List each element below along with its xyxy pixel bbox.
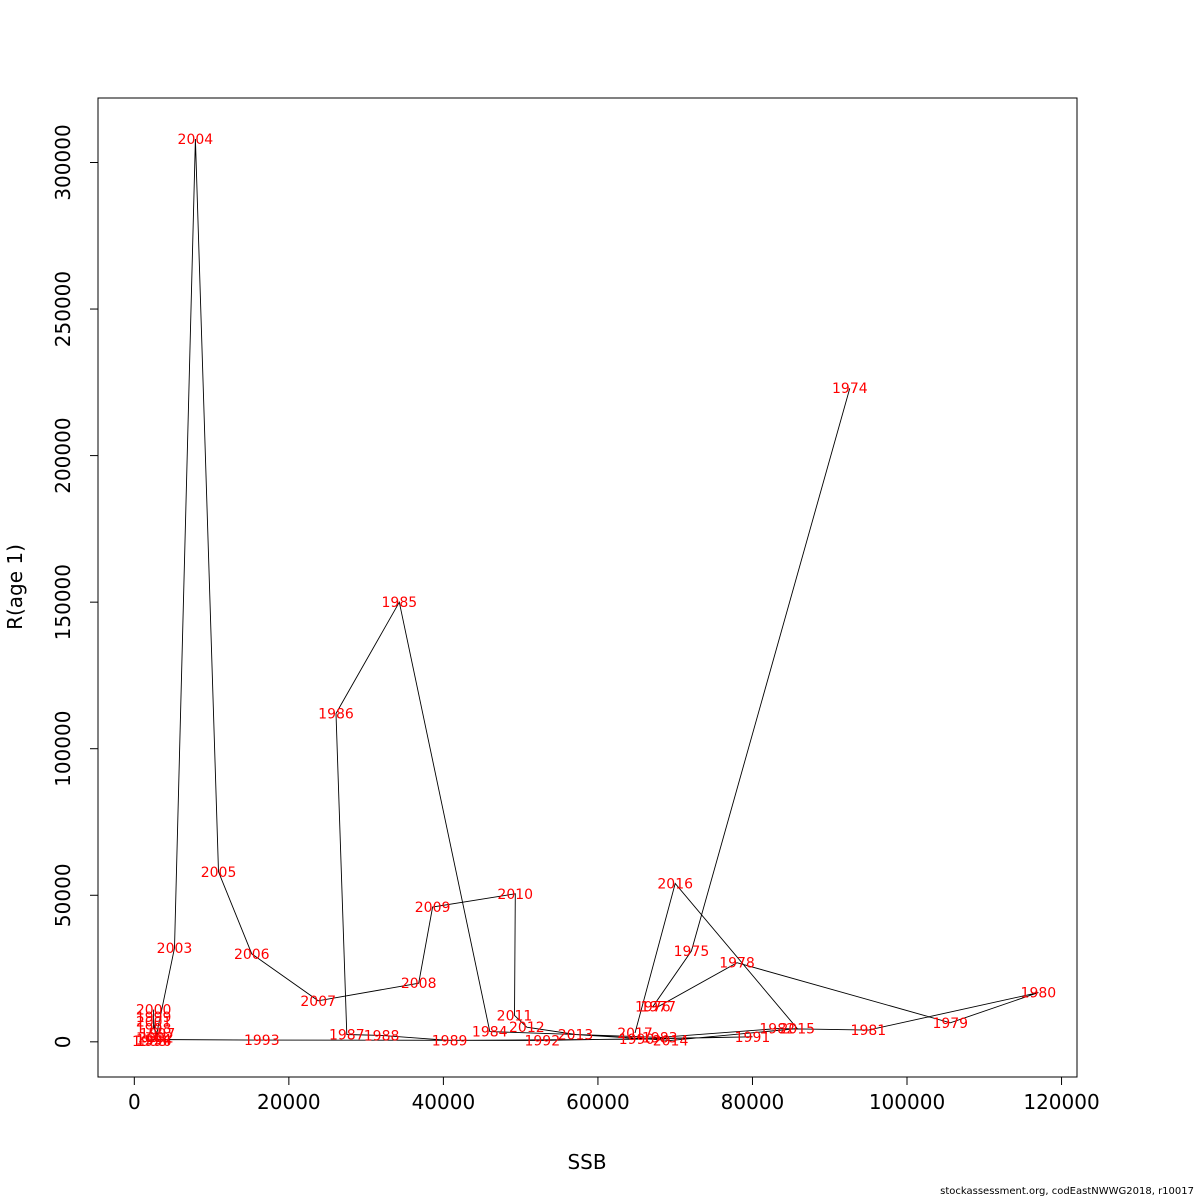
point-label-1979: 1979: [932, 1016, 968, 1032]
x-axis: 0 20000 40000 60000 80000 100000 120000: [128, 1076, 1100, 1114]
point-label-2017: 2017: [617, 1026, 653, 1042]
point-label-1982: 1982: [759, 1022, 795, 1038]
point-label-2005: 2005: [201, 865, 237, 881]
x-axis-title: SSB: [567, 1150, 606, 1174]
trajectory-line: [149, 138, 1039, 1042]
point-label-2011: 2011: [497, 1008, 533, 1024]
y-tick-label: 100000: [51, 711, 75, 787]
point-label-2006: 2006: [234, 947, 270, 963]
x-tick-label: 100000: [869, 1090, 945, 1114]
point-label-1993: 1993: [244, 1033, 280, 1049]
point-label-1997: 1997: [140, 1027, 176, 1043]
y-axis: 0 50000 100000 150000 200000 250000 300000: [51, 124, 99, 1048]
point-label-1974: 1974: [832, 381, 868, 397]
point-label-1994: 1994: [136, 1032, 172, 1048]
point-label-1978: 1978: [719, 956, 755, 972]
point-label-1980: 1980: [1021, 986, 1057, 1002]
y-tick-label: 150000: [51, 564, 75, 640]
point-label-1986: 1986: [318, 707, 354, 723]
y-tick-label: 300000: [51, 124, 75, 200]
x-tick-label: 60000: [566, 1090, 630, 1114]
x-tick-label: 40000: [412, 1090, 476, 1114]
point-label-1992: 1992: [524, 1033, 560, 1049]
point-label-2009: 2009: [415, 900, 451, 916]
point-label-2013: 2013: [558, 1027, 594, 1043]
point-label-1981: 1981: [851, 1023, 887, 1039]
footer-credit: stockassessment.org, codEastNWWG2018, r1…: [940, 1186, 1194, 1197]
point-label-1975: 1975: [674, 944, 710, 960]
point-label-1991: 1991: [735, 1030, 771, 1046]
point-label-2003: 2003: [157, 941, 193, 957]
point-label-2012: 2012: [509, 1020, 545, 1036]
y-tick-label: 0: [51, 1035, 75, 1048]
point-label-2014: 2014: [653, 1033, 689, 1049]
point-label-2008: 2008: [401, 976, 437, 992]
point-label-2002: 2002: [138, 1030, 174, 1046]
point-label-1995: 1995: [132, 1034, 168, 1050]
y-tick-label: 250000: [51, 271, 75, 347]
point-label-1984: 1984: [472, 1025, 508, 1041]
point-label-1987: 1987: [329, 1027, 365, 1043]
x-tick-label: 120000: [1023, 1090, 1099, 1114]
point-label-1988: 1988: [364, 1028, 400, 1044]
y-tick-label: 200000: [51, 417, 75, 493]
plot-frame: [97, 97, 1078, 1078]
point-label-2010: 2010: [497, 887, 533, 903]
point-label-2007: 2007: [300, 994, 336, 1010]
point-label-1977: 1977: [640, 1000, 676, 1016]
y-axis-title: R(age 1): [3, 544, 27, 630]
point-label-2016: 2016: [657, 877, 693, 893]
x-tick-label: 80000: [721, 1090, 785, 1114]
point-label-2000: 2000: [136, 1003, 172, 1019]
point-label-1990: 1990: [619, 1032, 655, 1048]
point-label-2015: 2015: [779, 1022, 815, 1038]
point-label-2004: 2004: [178, 132, 214, 148]
point-label-1996: 1996: [136, 1034, 172, 1050]
x-tick-label: 20000: [257, 1090, 321, 1114]
point-label-1998: 1998: [136, 1022, 172, 1038]
point-label-1983: 1983: [642, 1030, 678, 1046]
point-label-1976: 1976: [635, 1000, 671, 1016]
point-label-1985: 1985: [382, 595, 418, 611]
point-label-1989: 1989: [432, 1033, 468, 1049]
x-tick-label: 0: [128, 1090, 141, 1114]
y-tick-label: 50000: [51, 863, 75, 927]
point-label-1999: 1999: [136, 1010, 172, 1026]
point-label-2001: 2001: [136, 1014, 172, 1030]
